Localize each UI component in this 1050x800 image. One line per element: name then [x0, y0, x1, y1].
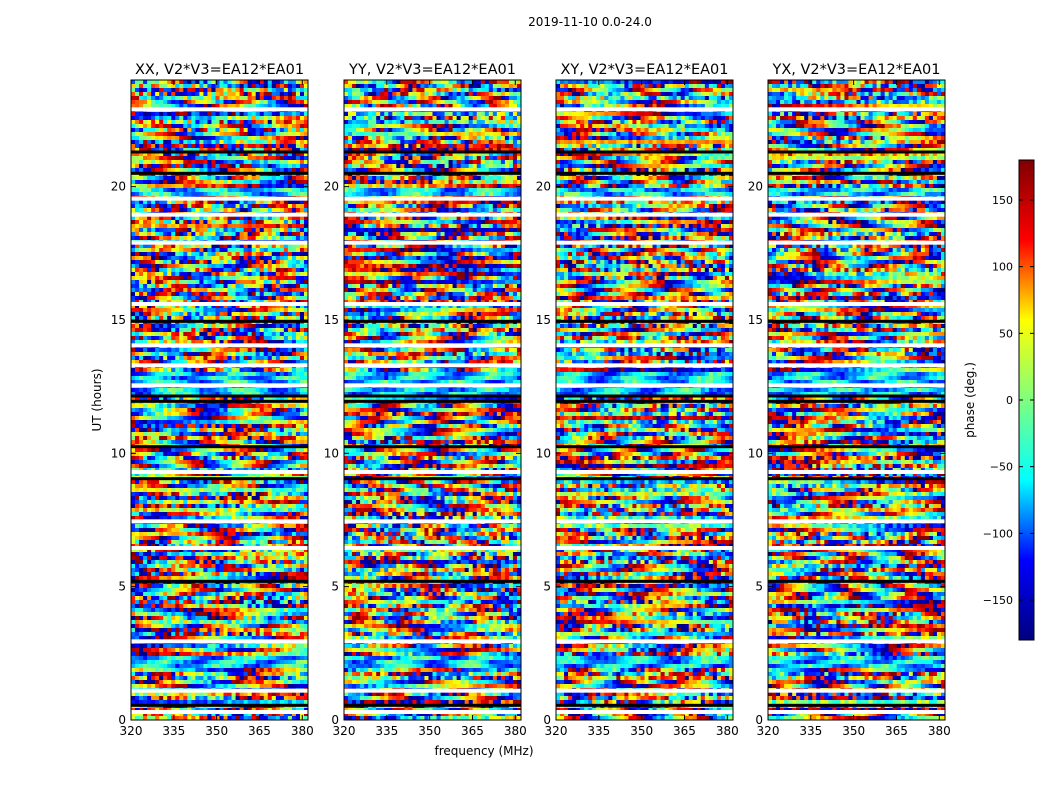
x-tick-label: 335	[799, 724, 822, 738]
y-tick-label: 5	[331, 580, 339, 594]
heatmap-image	[768, 80, 945, 720]
colorbar-tick-label: −50	[990, 461, 1013, 474]
x-axis-label: frequency (MHz)	[434, 744, 533, 758]
colorbar-label: phase (deg.)	[963, 362, 977, 438]
panel-yy: YY, V2*V3=EA12*EA01 320 335 350 365 380 0 5 10 15…	[324, 62, 527, 738]
x-tick-label: 320	[545, 724, 568, 738]
x-tick-label: 380	[291, 724, 314, 738]
panel-title: YX, V2*V3=EA12*EA01	[771, 62, 940, 78]
y-tick-label: 15	[324, 313, 339, 327]
panels-group: XX, V2*V3=EA12*EA01 320 335 350 365 380 0 5 10 15…	[111, 62, 951, 738]
colorbar: 150 100 50 0 −50 −100 −150 phase (deg.)	[963, 159, 1035, 641]
x-tick-label: 335	[587, 724, 610, 738]
x-tick-label: 350	[205, 724, 228, 738]
y-tick-label: 5	[543, 580, 551, 594]
y-tick-label: 10	[536, 446, 551, 460]
x-tick-label: 365	[673, 724, 696, 738]
y-tick-label: 20	[111, 180, 126, 194]
colorbar-tick-label: −150	[983, 594, 1013, 607]
heatmap-image	[344, 80, 521, 720]
x-tick-label: 380	[716, 724, 739, 738]
x-tick-label: 365	[885, 724, 908, 738]
colorbar-tick-label: 0	[1006, 394, 1013, 407]
y-tick-label: 0	[118, 713, 126, 727]
colorbar-tick-label: 150	[992, 194, 1013, 207]
colorbar-tick-label: 100	[992, 261, 1013, 274]
y-axis-label: UT (hours)	[90, 368, 104, 431]
x-tick-label: 320	[333, 724, 356, 738]
y-tick-label: 15	[748, 313, 763, 327]
x-tick-label: 350	[630, 724, 653, 738]
panel-frame	[130, 79, 309, 721]
y-tick-label: 5	[118, 580, 126, 594]
y-tick-label: 20	[536, 180, 551, 194]
x-tick-label: 365	[248, 724, 271, 738]
x-tick-label: 335	[162, 724, 185, 738]
x-tick-label: 380	[928, 724, 951, 738]
y-tick-label: 5	[755, 580, 763, 594]
panel-xy: XY, V2*V3=EA12*EA01 320 335 350 365 380 0 5 10 15…	[536, 62, 739, 738]
x-tick-label: 365	[461, 724, 484, 738]
y-tick-label: 10	[324, 446, 339, 460]
heatmap-image	[556, 80, 733, 720]
y-tick-label: 0	[543, 713, 551, 727]
panel-frame	[555, 79, 734, 721]
y-tick-label: 20	[748, 180, 763, 194]
panel-yx: YX, V2*V3=EA12*EA01 320 335 350 365 380 0 5 10 15…	[748, 62, 951, 738]
figure-suptitle: 2019-11-10 0.0-24.0	[528, 15, 652, 29]
y-tick-label: 10	[748, 446, 763, 460]
y-tick-label: 0	[331, 713, 339, 727]
panel-title: XX, V2*V3=EA12*EA01	[135, 62, 304, 78]
heatmap-image	[131, 80, 308, 720]
x-tick-label: 350	[842, 724, 865, 738]
y-tick-label: 10	[111, 446, 126, 460]
y-tick-label: 15	[111, 313, 126, 327]
x-tick-label: 380	[504, 724, 527, 738]
panel-frame	[343, 79, 522, 721]
panel-xx: XX, V2*V3=EA12*EA01 320 335 350 365 380 0 5 10 15…	[111, 62, 314, 738]
x-tick-label: 350	[418, 724, 441, 738]
y-tick-label: 20	[324, 180, 339, 194]
y-tick-label: 0	[755, 713, 763, 727]
x-tick-label: 320	[120, 724, 143, 738]
panel-title: XY, V2*V3=EA12*EA01	[560, 62, 728, 78]
x-tick-label: 320	[757, 724, 780, 738]
y-tick-label: 15	[536, 313, 551, 327]
colorbar-tick-label: −100	[983, 527, 1013, 540]
panel-frame	[767, 79, 946, 721]
panel-title: YY, V2*V3=EA12*EA01	[348, 62, 516, 78]
x-tick-label: 335	[375, 724, 398, 738]
colorbar-tick-label: 50	[999, 327, 1013, 340]
